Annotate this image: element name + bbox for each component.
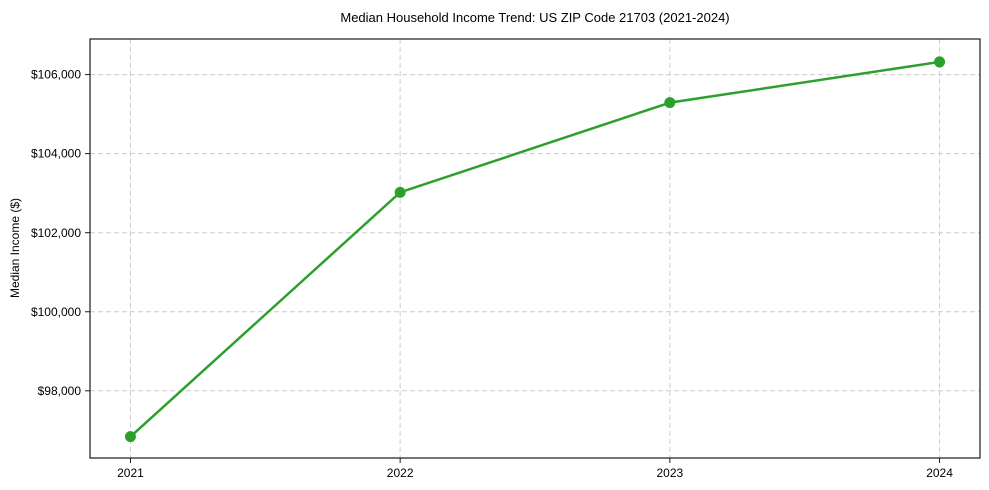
x-tick-label: 2022 (387, 466, 414, 480)
x-tick-label: 2024 (926, 466, 953, 480)
y-tick-label: $102,000 (31, 226, 81, 240)
data-point-marker (124, 431, 136, 443)
x-tick-label: 2023 (656, 466, 683, 480)
data-point-marker (394, 186, 406, 198)
y-tick-label: $104,000 (31, 147, 81, 161)
data-point-marker (934, 56, 946, 68)
y-tick-label: $100,000 (31, 305, 81, 319)
chart-title: Median Household Income Trend: US ZIP Co… (340, 10, 730, 25)
y-tick-label: $106,000 (31, 68, 81, 82)
y-tick-label: $98,000 (38, 384, 82, 398)
trend-line (129, 60, 941, 438)
data-point-marker (664, 97, 676, 109)
plot-border (89, 38, 981, 459)
x-tick-label: 2021 (117, 466, 144, 480)
